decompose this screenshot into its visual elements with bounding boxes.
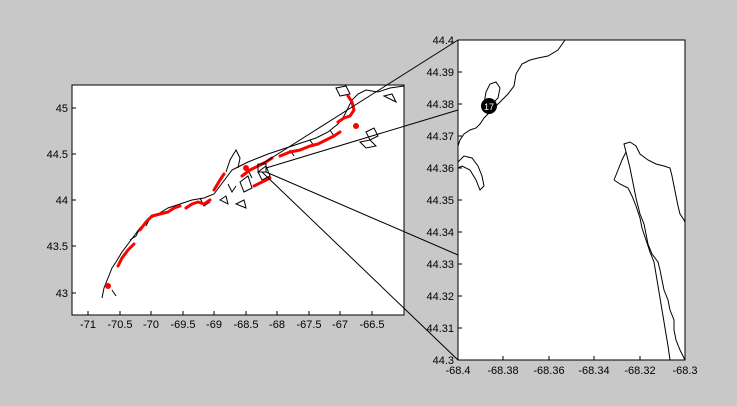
left-map-ytick-marks <box>72 107 76 294</box>
right-ytick-label: 44.38 <box>426 99 454 111</box>
connector-line <box>261 171 459 361</box>
left-map-x-tick-labels: -71 -70.5 -70 -69.5 -69 -68.5 -68 -67.5 … <box>80 319 384 331</box>
connector-line <box>265 109 459 169</box>
coastline-west-shore <box>457 39 566 147</box>
right-ytick-label: 44.3 <box>433 355 454 367</box>
right-ytick-label: 44.33 <box>426 259 454 271</box>
left-xtick-label: -69 <box>206 319 222 331</box>
left-map: -71 -70.5 -70 -69.5 -69 -68.5 -68 -67.5 … <box>47 84 405 331</box>
coastline-mainland <box>101 85 405 299</box>
coastline-east-shore <box>623 141 686 361</box>
left-map-ticks <box>72 107 373 315</box>
right-ytick-label: 44.35 <box>426 195 454 207</box>
right-ytick-label: 44.37 <box>426 131 454 143</box>
right-xtick-label: -68.38 <box>487 365 518 377</box>
sites-downeast <box>278 94 356 158</box>
left-xtick-label: -69.5 <box>170 319 195 331</box>
site-point <box>243 165 249 171</box>
right-ytick-label: 44.34 <box>426 227 454 239</box>
site-markers <box>105 94 359 289</box>
left-xtick-label: -71 <box>80 319 96 331</box>
left-xtick-label: -68.5 <box>233 319 258 331</box>
connector-line <box>265 171 459 256</box>
zoom-connector-lines <box>261 39 459 361</box>
coastline-east-inner <box>613 151 671 361</box>
left-ytick-label: 44.5 <box>47 149 68 161</box>
connector-line <box>261 39 459 165</box>
right-map-coastline <box>457 39 686 361</box>
left-map-axes <box>71 84 405 316</box>
right-ytick-label: 44.36 <box>426 163 454 175</box>
site-point <box>105 283 111 289</box>
left-map-y-tick-labels: 45 44.5 44 43.5 43 <box>47 103 68 300</box>
left-ytick-label: 43.5 <box>47 241 68 253</box>
site-marker-circle <box>481 98 497 114</box>
left-xtick-label: -70 <box>143 319 159 331</box>
left-xtick-label: -66.5 <box>359 319 384 331</box>
right-map-x-tick-labels: -68.4 -68.38 -68.36 -68.34 -68.32 -68.3 <box>445 365 697 377</box>
left-ytick-label: 44 <box>56 195 68 207</box>
left-ytick-label: 45 <box>56 103 68 115</box>
right-ytick-label: 44.31 <box>426 323 454 335</box>
right-xtick-label: -68.34 <box>578 365 609 377</box>
right-xtick-label: -68.3 <box>672 365 697 377</box>
right-map-y-tick-labels: 44.4 44.39 44.38 44.37 44.36 44.35 44.34… <box>426 35 454 367</box>
sites-casco-bay <box>116 198 212 268</box>
left-xtick-label: -68 <box>269 319 285 331</box>
right-xtick-label: -68.4 <box>445 365 470 377</box>
right-xtick-label: -68.32 <box>624 365 655 377</box>
right-map-xtick-marks <box>457 356 686 360</box>
site-marker-17: 17 <box>481 98 497 114</box>
left-xtick-label: -70.5 <box>107 319 132 331</box>
right-map-ticks <box>457 39 686 361</box>
right-map: 17 -68.4 -68.38 -68.36 -68.34 -68.32 -68… <box>426 35 697 377</box>
left-xtick-label: -67 <box>332 319 348 331</box>
right-map-axes <box>457 39 686 361</box>
left-xtick-label: -67.5 <box>296 319 321 331</box>
site-point <box>353 123 359 129</box>
right-xtick-label: -68.36 <box>533 365 564 377</box>
right-ytick-label: 44.4 <box>433 35 454 47</box>
site-marker-label: 17 <box>484 102 494 112</box>
coastline-inlet <box>457 155 485 191</box>
right-ytick-label: 44.32 <box>426 291 454 303</box>
right-ytick-label: 44.39 <box>426 67 454 79</box>
left-ytick-label: 43 <box>56 288 68 300</box>
coastline-islands <box>219 85 398 209</box>
right-map-ytick-marks <box>458 39 462 361</box>
left-map-xtick-marks <box>87 311 373 315</box>
